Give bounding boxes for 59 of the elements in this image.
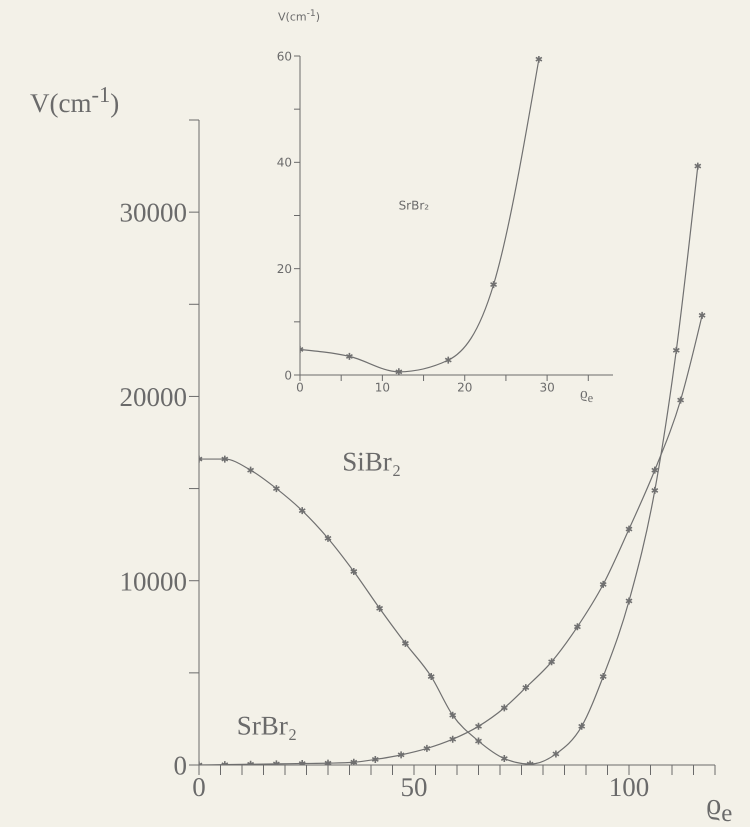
y-tick-label: 20000 — [120, 382, 187, 412]
point — [272, 484, 280, 493]
point — [500, 754, 508, 763]
point — [448, 734, 457, 744]
point — [650, 486, 659, 495]
y-axis-title: V(cm$^{-1}$) — [30, 82, 120, 119]
point — [650, 466, 659, 474]
point — [376, 604, 384, 613]
point — [324, 534, 332, 543]
point — [423, 744, 431, 753]
point — [350, 567, 358, 576]
x-tick-label: 100 — [608, 772, 650, 802]
point — [500, 704, 508, 712]
y-tick-label: 40 — [276, 156, 292, 170]
point — [599, 672, 608, 681]
x-tick-label: 10 — [374, 380, 390, 395]
y-tick-label: 10000 — [120, 566, 187, 596]
point — [522, 683, 530, 692]
y-tick-label: 0 — [174, 750, 187, 781]
point — [324, 758, 332, 765]
point — [599, 580, 608, 589]
x-tick-label: 0 — [296, 380, 304, 395]
point — [402, 639, 410, 648]
x-tick-label: 20 — [457, 380, 472, 395]
point — [395, 368, 403, 375]
y-tick-label: 60 — [276, 49, 292, 64]
point — [448, 710, 457, 720]
point — [578, 722, 586, 731]
point — [676, 396, 684, 404]
series-label: SrBr₂ — [236, 710, 298, 741]
x-axis-title: ϱ$_{e}$ — [706, 788, 732, 827]
x-tick-label: 0 — [192, 772, 206, 802]
point — [672, 346, 680, 355]
y-tick-label: 0 — [284, 368, 292, 382]
point — [350, 758, 358, 765]
point — [298, 506, 306, 515]
point — [371, 755, 380, 764]
point — [548, 658, 556, 666]
x-axis-title: ϱ$_{e}$ — [580, 386, 594, 406]
point — [427, 672, 436, 681]
point — [574, 622, 582, 632]
y-axis-title: V(cm$^{-1}$) — [278, 8, 320, 24]
text: SrBr₂ — [398, 198, 430, 213]
point — [490, 280, 498, 289]
point — [246, 466, 254, 474]
x-tick-label: 50 — [400, 772, 428, 802]
point — [474, 736, 482, 746]
point — [474, 722, 482, 731]
y-tick-label: 20 — [276, 262, 292, 276]
y-tick-label: 30000 — [120, 198, 187, 228]
x-tick-label: 30 — [539, 380, 555, 395]
point — [397, 750, 405, 760]
point — [444, 356, 452, 364]
series-label: SiBr₂ — [342, 446, 402, 477]
point — [625, 524, 633, 534]
point — [346, 352, 354, 361]
point — [625, 596, 633, 606]
point — [220, 454, 229, 464]
point — [552, 750, 560, 758]
